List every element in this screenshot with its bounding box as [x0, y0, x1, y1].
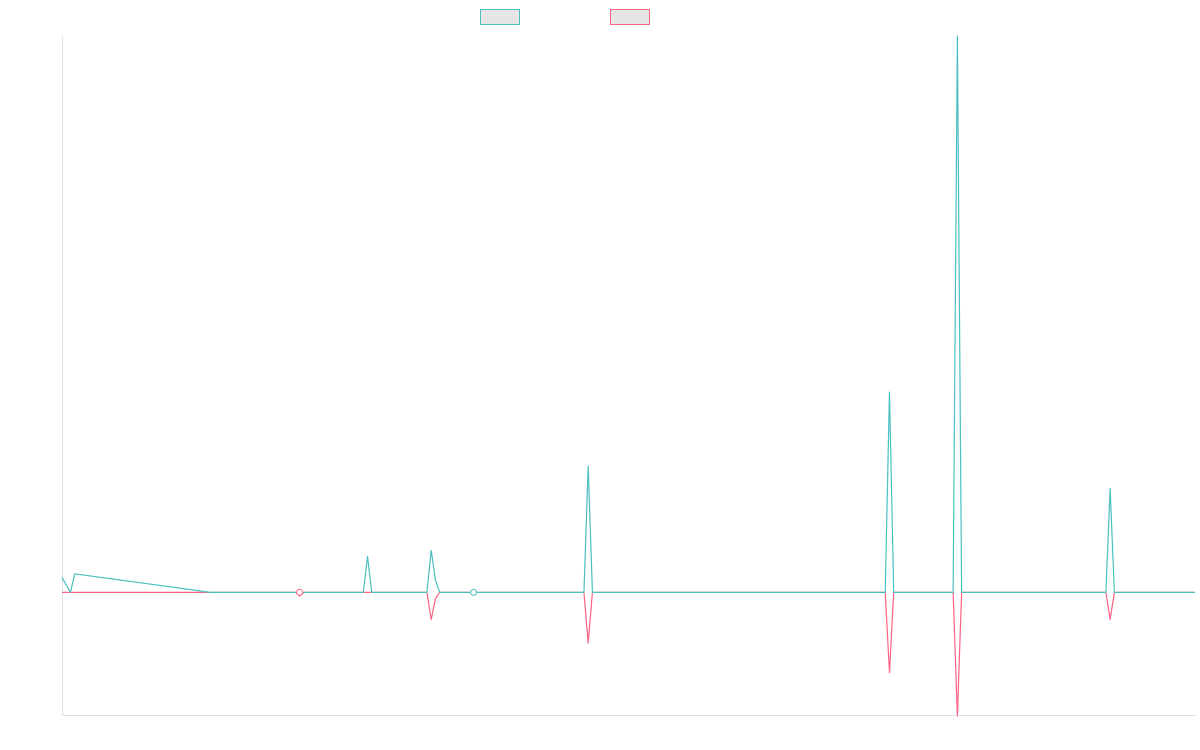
series-line-1 — [61, 35, 1195, 593]
legend-item-series-2[interactable] — [610, 9, 656, 25]
legend-swatch-series-2 — [610, 9, 650, 25]
series-line-2 — [62, 591, 1195, 717]
data-point-marker-1[interactable] — [296, 588, 304, 596]
data-point-marker-2[interactable] — [470, 588, 478, 596]
legend-item-series-1[interactable] — [480, 9, 526, 25]
legend-swatch-series-1 — [480, 9, 520, 25]
series-layer — [61, 35, 1195, 717]
legend — [480, 9, 656, 25]
